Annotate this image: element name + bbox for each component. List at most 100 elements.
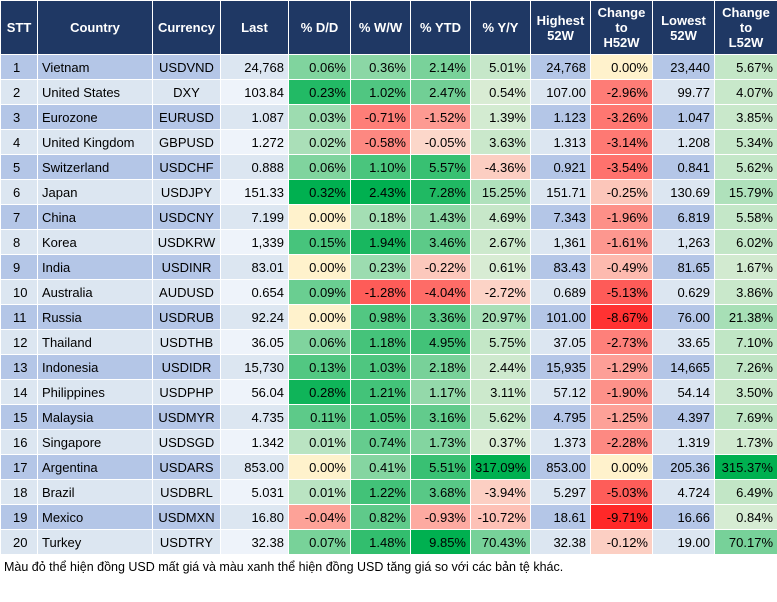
table-cell: USDMXN	[152, 504, 221, 530]
table-cell: Mexico	[37, 504, 153, 530]
table-cell: USDVND	[152, 54, 221, 80]
table-cell: 70.43%	[470, 529, 531, 555]
table-cell: Australia	[37, 279, 153, 305]
table-cell: 0.06%	[288, 54, 351, 80]
table-cell: 3.11%	[470, 379, 531, 405]
table-cell: 853.00	[530, 454, 591, 480]
table-cell: USDSGD	[152, 429, 221, 455]
table-cell: 16	[0, 429, 38, 455]
table-cell: Switzerland	[37, 154, 153, 180]
table-cell: 1.17%	[410, 379, 471, 405]
table-cell: USDINR	[152, 254, 221, 280]
table-cell: 0.00%	[288, 454, 351, 480]
table-cell: -2.96%	[590, 79, 653, 105]
table-cell: 0.13%	[288, 354, 351, 380]
table-cell: Turkey	[37, 529, 153, 555]
table-cell: Argentina	[37, 454, 153, 480]
table-cell: 17	[0, 454, 38, 480]
table-cell: USDCHF	[152, 154, 221, 180]
table-cell: USDARS	[152, 454, 221, 480]
table-cell: 16.66	[652, 504, 715, 530]
column-header: Change to H52W	[590, 0, 653, 55]
table-cell: USDCNY	[152, 204, 221, 230]
table-cell: 16.80	[220, 504, 289, 530]
table-cell: 3.50%	[714, 379, 777, 405]
table-cell: 0.54%	[470, 79, 531, 105]
table-cell: 1.342	[220, 429, 289, 455]
table-cell: 1.272	[220, 129, 289, 155]
table-cell: -1.52%	[410, 104, 471, 130]
table-cell: -1.25%	[590, 404, 653, 430]
table-cell: 205.36	[652, 454, 715, 480]
table-cell: 57.12	[530, 379, 591, 405]
table-cell: 0.02%	[288, 129, 351, 155]
table-cell: -3.54%	[590, 154, 653, 180]
table-cell: 0.11%	[288, 404, 351, 430]
table-cell: 37.05	[530, 329, 591, 355]
table-cell: 2.67%	[470, 229, 531, 255]
table-row: 18 Brazil USDBRL 5.031 0.01% 1.22% 3.68% -3.94%…	[0, 479, 777, 505]
table-cell: USDTHB	[152, 329, 221, 355]
table-cell: India	[37, 254, 153, 280]
table-cell: Brazil	[37, 479, 153, 505]
table-cell: -0.12%	[590, 529, 653, 555]
table-cell: -5.13%	[590, 279, 653, 305]
table-row: 5 Switzerland USDCHF 0.888 0.06% 1.10% 5.57% -4…	[0, 154, 777, 180]
table-cell: 3.16%	[410, 404, 471, 430]
table-cell: 4.397	[652, 404, 715, 430]
table-row: 14 Philippines USDPHP 56.04 0.28% 1.21% 1.17% 3…	[0, 379, 777, 405]
table-cell: 0.921	[530, 154, 591, 180]
footnote: Màu đỏ thể hiện đồng USD mất giá và màu …	[4, 560, 564, 574]
table-cell: 7	[0, 204, 38, 230]
table-cell: 0.654	[220, 279, 289, 305]
table-cell: 0.07%	[288, 529, 351, 555]
table-cell: 1.123	[530, 104, 591, 130]
table-cell: USDIDR	[152, 354, 221, 380]
table-row: 12 Thailand USDTHB 36.05 0.06% 1.18% 4.95% 5.75…	[0, 329, 777, 355]
table-cell: 10	[0, 279, 38, 305]
table-cell: 7.28%	[410, 179, 471, 205]
table-cell: 24,768	[220, 54, 289, 80]
table-row: 7 China USDCNY 7.199 0.00% 0.18% 1.43% 4.69% 7.3…	[0, 204, 777, 230]
table-cell: 18.61	[530, 504, 591, 530]
table-cell: 0.841	[652, 154, 715, 180]
table-cell: 6.02%	[714, 229, 777, 255]
table-cell: 4.795	[530, 404, 591, 430]
table-cell: 2.43%	[350, 179, 411, 205]
table-cell: 2.18%	[410, 354, 471, 380]
table-cell: 317.09%	[470, 454, 531, 480]
table-cell: -1.96%	[590, 204, 653, 230]
table-cell: 0.37%	[470, 429, 531, 455]
table-cell: 1.18%	[350, 329, 411, 355]
table-cell: 7.199	[220, 204, 289, 230]
column-header: % D/D	[288, 0, 351, 55]
table-cell: 130.69	[652, 179, 715, 205]
column-header: Lowest 52W	[652, 0, 715, 55]
table-cell: 70.17%	[714, 529, 777, 555]
table-cell: 1,263	[652, 229, 715, 255]
table-cell: 103.84	[220, 79, 289, 105]
table-cell: 5.01%	[470, 54, 531, 80]
table-cell: 1.67%	[714, 254, 777, 280]
table-cell: USDPHP	[152, 379, 221, 405]
table-row: 13 Indonesia USDIDR 15,730 0.13% 1.03% 2.18% 2.…	[0, 354, 777, 380]
table-cell: 6.49%	[714, 479, 777, 505]
table-cell: 11	[0, 304, 38, 330]
table-cell: -3.26%	[590, 104, 653, 130]
table-cell: 3.85%	[714, 104, 777, 130]
table-cell: 1.10%	[350, 154, 411, 180]
table-cell: 4.735	[220, 404, 289, 430]
table-cell: -0.22%	[410, 254, 471, 280]
table-cell: -9.71%	[590, 504, 653, 530]
table-cell: 1.087	[220, 104, 289, 130]
table-cell: 1.208	[652, 129, 715, 155]
table-cell: 15,730	[220, 354, 289, 380]
table-cell: EURUSD	[152, 104, 221, 130]
table-cell: 15.25%	[470, 179, 531, 205]
table-cell: 5.51%	[410, 454, 471, 480]
table-cell: AUDUSD	[152, 279, 221, 305]
table-cell: -0.93%	[410, 504, 471, 530]
table-cell: -2.72%	[470, 279, 531, 305]
table-cell: USDRUB	[152, 304, 221, 330]
